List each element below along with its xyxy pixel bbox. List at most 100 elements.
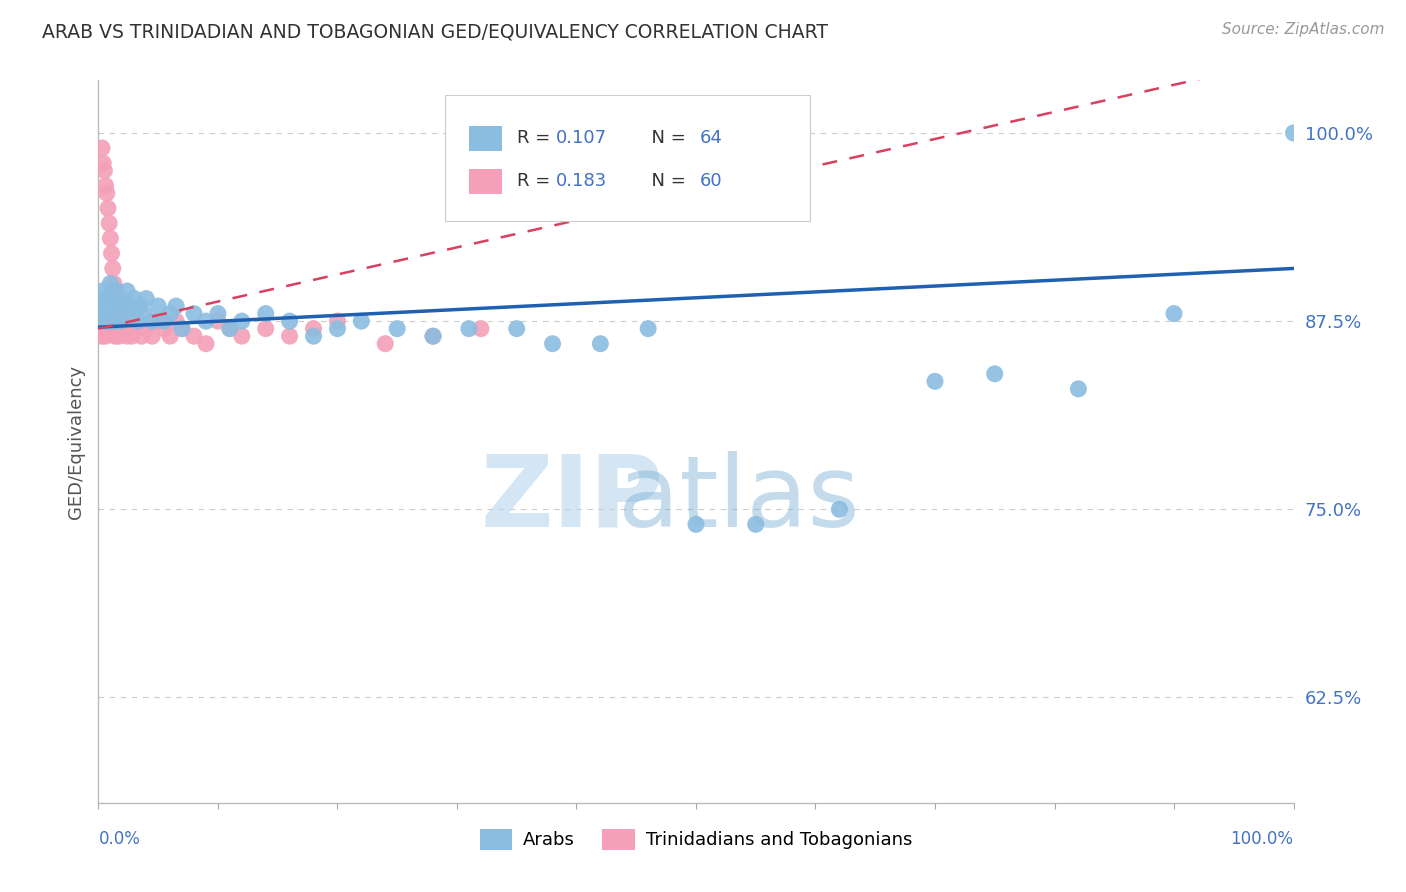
Point bbox=[105, 292, 128, 306]
Point bbox=[96, 186, 118, 201]
Point bbox=[98, 277, 122, 291]
Point bbox=[101, 261, 124, 276]
Point bbox=[100, 246, 122, 260]
Point bbox=[183, 307, 205, 321]
Point bbox=[159, 329, 181, 343]
Point bbox=[108, 321, 131, 335]
Point bbox=[148, 314, 170, 328]
Point bbox=[100, 299, 122, 313]
Text: N =: N = bbox=[640, 172, 692, 190]
Point bbox=[172, 321, 194, 335]
Point bbox=[91, 299, 114, 313]
FancyBboxPatch shape bbox=[470, 169, 502, 194]
Point bbox=[141, 329, 163, 343]
Point bbox=[93, 292, 115, 306]
Point bbox=[90, 321, 112, 335]
Point bbox=[470, 321, 492, 335]
Point bbox=[302, 321, 325, 335]
Text: 64: 64 bbox=[700, 129, 723, 147]
Point bbox=[94, 307, 117, 321]
Point bbox=[98, 321, 122, 335]
Y-axis label: GED/Equivalency: GED/Equivalency bbox=[66, 365, 84, 518]
Point bbox=[103, 307, 125, 321]
Point bbox=[254, 321, 277, 335]
Point bbox=[91, 329, 114, 343]
Point bbox=[96, 314, 118, 328]
Point bbox=[105, 284, 128, 298]
Point bbox=[101, 321, 124, 335]
Point bbox=[153, 321, 176, 335]
Point bbox=[121, 307, 143, 321]
Text: N =: N = bbox=[640, 129, 692, 147]
Point bbox=[207, 314, 229, 328]
Point bbox=[685, 517, 707, 532]
Text: R =: R = bbox=[517, 129, 555, 147]
Point bbox=[98, 216, 121, 230]
Point bbox=[93, 163, 115, 178]
Point bbox=[127, 321, 149, 335]
FancyBboxPatch shape bbox=[446, 95, 810, 221]
Point bbox=[195, 314, 218, 328]
Point bbox=[422, 329, 444, 343]
Point bbox=[108, 292, 131, 306]
Point bbox=[100, 314, 122, 328]
Point bbox=[91, 141, 114, 155]
Point bbox=[165, 314, 187, 328]
Point bbox=[96, 314, 118, 328]
Point bbox=[118, 299, 141, 313]
Legend: Arabs, Trinidadians and Tobagonians: Arabs, Trinidadians and Tobagonians bbox=[471, 820, 921, 859]
Point bbox=[254, 307, 277, 321]
Text: 0.107: 0.107 bbox=[557, 129, 607, 147]
Point bbox=[104, 284, 127, 298]
Point bbox=[207, 307, 229, 321]
Text: 100.0%: 100.0% bbox=[1230, 830, 1294, 848]
Point bbox=[105, 299, 128, 313]
Point bbox=[148, 299, 170, 313]
Point bbox=[107, 314, 129, 328]
Point bbox=[132, 307, 155, 321]
Point bbox=[98, 231, 122, 245]
Point bbox=[91, 314, 114, 328]
Point bbox=[350, 314, 373, 328]
Point bbox=[94, 329, 117, 343]
Point bbox=[637, 321, 659, 335]
Point bbox=[93, 321, 115, 335]
FancyBboxPatch shape bbox=[470, 126, 502, 151]
Point bbox=[506, 321, 529, 335]
Point bbox=[112, 314, 135, 328]
Point bbox=[111, 299, 134, 313]
Point bbox=[103, 277, 125, 291]
Point bbox=[98, 307, 122, 321]
Text: atlas: atlas bbox=[619, 450, 860, 548]
Point bbox=[326, 314, 349, 328]
Point bbox=[103, 314, 125, 328]
Point bbox=[105, 321, 128, 335]
Point bbox=[231, 329, 253, 343]
Point bbox=[103, 284, 125, 298]
Point bbox=[124, 314, 146, 328]
Point bbox=[1067, 382, 1090, 396]
Point bbox=[97, 201, 120, 215]
Point bbox=[165, 299, 187, 313]
Point bbox=[1163, 307, 1185, 321]
Point bbox=[107, 329, 129, 343]
Point bbox=[195, 336, 218, 351]
Text: 0.183: 0.183 bbox=[557, 172, 607, 190]
Point bbox=[374, 336, 396, 351]
Text: ZIP: ZIP bbox=[481, 450, 664, 548]
Point bbox=[135, 321, 157, 335]
Point bbox=[183, 329, 205, 343]
Point bbox=[131, 329, 153, 343]
Point bbox=[110, 314, 132, 328]
Point bbox=[114, 307, 136, 321]
Point bbox=[129, 299, 152, 313]
Point bbox=[302, 329, 325, 343]
Point bbox=[115, 329, 138, 343]
Point bbox=[101, 314, 124, 328]
Point bbox=[124, 292, 146, 306]
Point bbox=[91, 314, 114, 328]
Point bbox=[219, 321, 242, 335]
Point bbox=[278, 329, 301, 343]
Point bbox=[828, 502, 851, 516]
Point bbox=[127, 314, 149, 328]
